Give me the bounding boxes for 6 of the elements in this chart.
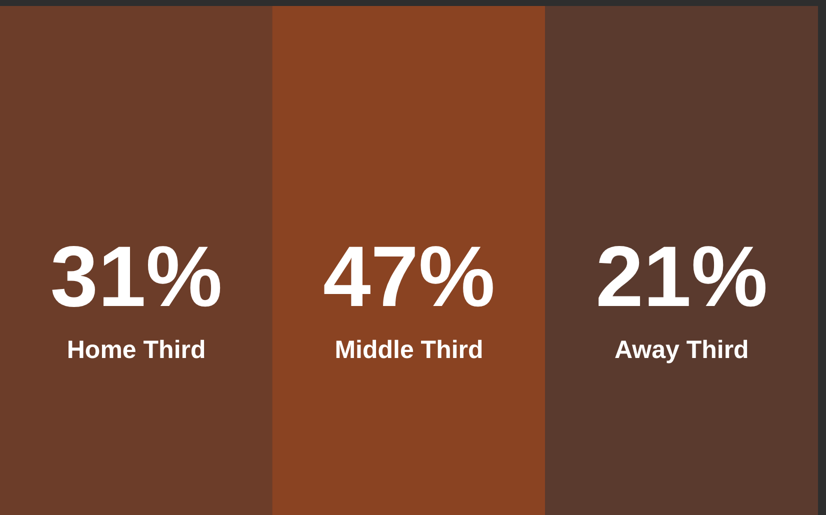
data-label: 31% [50, 229, 222, 325]
data-label: 47% [322, 229, 496, 325]
category-label: Away Third [614, 336, 749, 364]
category-label: Middle Third [334, 336, 484, 364]
category-label: Home Third [66, 336, 206, 364]
data-label: 21% [596, 229, 768, 325]
